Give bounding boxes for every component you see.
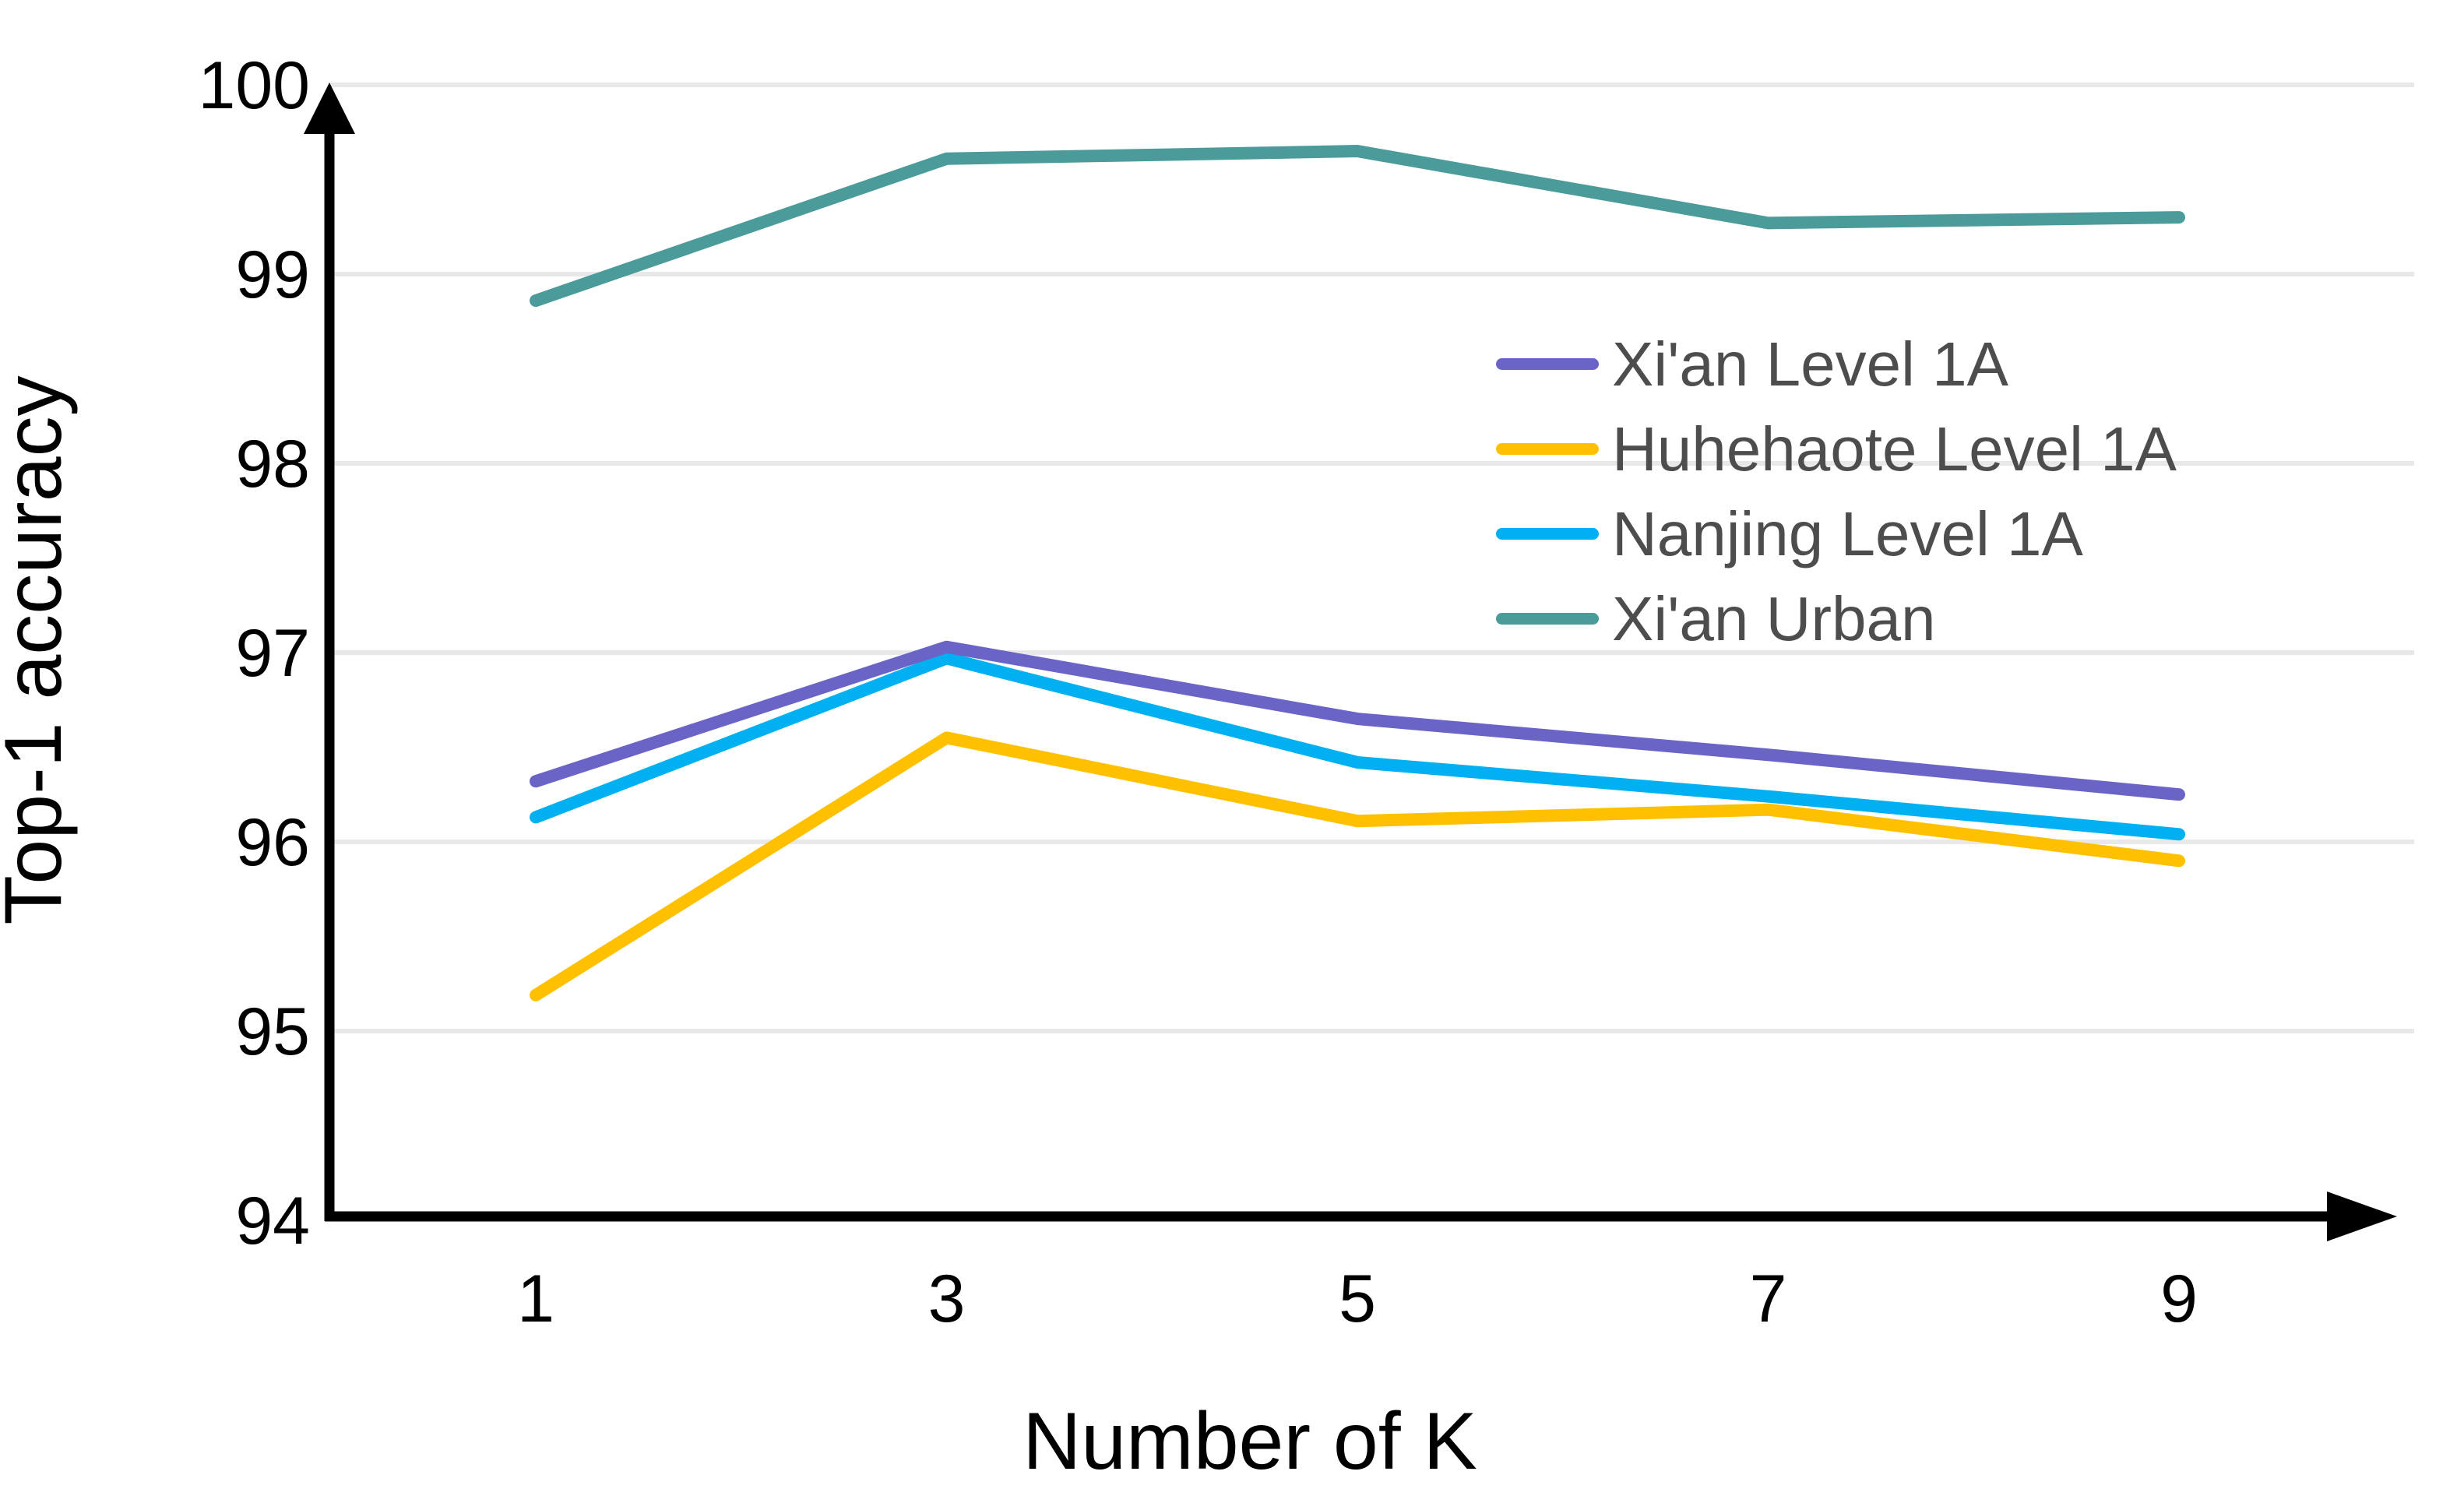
x-axis-arrowhead: [2327, 1192, 2397, 1241]
series-line-xi-an-urban: [530, 145, 2185, 308]
axes: [304, 83, 2397, 1241]
legend-item-label: Xi'an Level 1A: [1612, 329, 2008, 399]
legend-item-xi-an-level-1a: Xi'an Level 1A: [1496, 322, 2177, 407]
legend-item-label: Nanjing Level 1A: [1612, 498, 2083, 568]
gridlines: [329, 83, 2414, 1033]
x-axis-title: Number of K: [1023, 1396, 1477, 1487]
y-tick-label-100: 100: [199, 48, 311, 123]
legend-line-swatch: [1496, 528, 1599, 540]
legend-item-label: Huhehaote Level 1A: [1612, 414, 2177, 484]
y-tick-label-98: 98: [235, 427, 310, 502]
x-tick-label-1: 1: [517, 1262, 554, 1336]
y-tick-labels: 94 95 96 97 98 99 100: [199, 48, 311, 1258]
series-line-xi-an-level-1a: [530, 640, 2185, 801]
series-line-nanjing-level-1a: [530, 652, 2185, 841]
legend-line-swatch: [1496, 443, 1599, 455]
y-axis-title: Top-1 accuracy: [0, 375, 79, 924]
data-series: [530, 145, 2185, 1001]
x-tick-label-9: 9: [2160, 1262, 2198, 1336]
series-line-huhehaote-level-1a: [530, 731, 2185, 1001]
y-tick-label-99: 99: [235, 238, 310, 312]
y-tick-label-95: 95: [235, 994, 310, 1069]
legend-item-xi-an-urban: Xi'an Urban: [1496, 576, 2177, 661]
legend-line-swatch: [1496, 358, 1599, 370]
legend: Xi'an Level 1A Huhehaote Level 1A Nanjin…: [1496, 322, 2177, 661]
x-tick-label-5: 5: [1339, 1262, 1376, 1336]
legend-item-huhehaote-level-1a: Huhehaote Level 1A: [1496, 407, 2177, 491]
y-axis-arrowhead: [304, 83, 355, 134]
x-tick-label-3: 3: [928, 1262, 966, 1336]
y-tick-label-96: 96: [235, 805, 310, 880]
y-tick-label-94: 94: [235, 1184, 310, 1258]
x-tick-label-7: 7: [1750, 1262, 1787, 1336]
legend-item-label: Xi'an Urban: [1612, 583, 1936, 653]
legend-line-swatch: [1496, 613, 1599, 625]
x-tick-labels: 1 3 5 7 9: [517, 1262, 2198, 1336]
y-tick-label-97: 97: [235, 616, 310, 691]
legend-item-nanjing-level-1a: Nanjing Level 1A: [1496, 491, 2177, 576]
